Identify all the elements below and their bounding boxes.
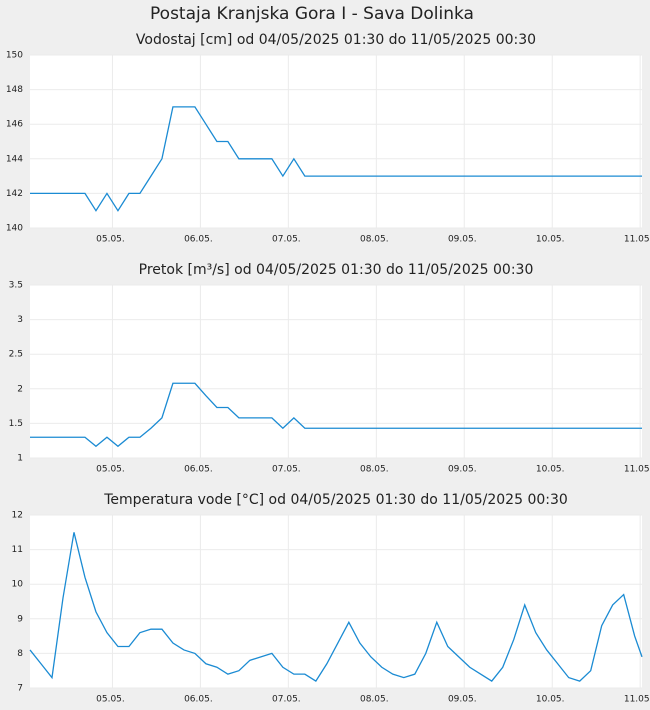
x-tick-label: 07.05. [272, 465, 301, 475]
chart-title: Vodostaj [cm] od 04/05/2025 01:30 do 11/… [136, 32, 536, 48]
y-tick-label: 150 [6, 51, 23, 61]
y-tick-label: 12 [12, 511, 23, 521]
x-tick-label: 11.05. [624, 465, 650, 475]
plot-area [30, 285, 642, 458]
y-tick-label: 146 [6, 120, 23, 130]
y-tick-label: 3 [17, 315, 23, 325]
x-tick-label: 06.05. [184, 695, 213, 705]
x-tick-label: 10.05. [536, 465, 565, 475]
x-tick-label: 07.05. [272, 695, 301, 705]
y-tick-label: 11 [12, 545, 23, 555]
x-tick-label: 07.05. [272, 235, 301, 245]
y-tick-label: 2.5 [9, 350, 23, 360]
x-tick-label: 10.05. [536, 695, 565, 705]
data-line [30, 382, 642, 448]
plot-area [30, 55, 642, 228]
y-tick-label: 7 [17, 684, 23, 694]
y-tick-label: 9 [17, 614, 23, 624]
data-line [30, 106, 642, 212]
y-tick-label: 3.5 [9, 281, 23, 291]
page-title: Postaja Kranjska Gora I - Sava Dolinka [150, 4, 474, 24]
x-tick-label: 09.05. [448, 465, 477, 475]
y-tick-label: 148 [6, 85, 23, 95]
y-tick-label: 1 [17, 454, 23, 464]
y-tick-label: 142 [6, 189, 23, 199]
x-tick-label: 05.05. [96, 465, 125, 475]
y-tick-label: 144 [6, 154, 23, 164]
x-tick-label: 10.05. [536, 235, 565, 245]
y-tick-label: 140 [6, 224, 23, 234]
y-tick-label: 10 [12, 580, 24, 590]
x-tick-label: 08.05. [360, 235, 389, 245]
x-tick-label: 05.05. [96, 695, 125, 705]
x-tick-label: 11.05. [624, 695, 650, 705]
y-tick-label: 2 [17, 384, 23, 394]
plot-area [30, 515, 642, 688]
data-line [29, 532, 643, 682]
x-tick-label: 11.05. [624, 235, 650, 245]
x-tick-label: 09.05. [448, 695, 477, 705]
x-tick-label: 09.05. [448, 235, 477, 245]
x-tick-label: 08.05. [360, 695, 389, 705]
y-tick-label: 8 [17, 649, 23, 659]
chart-title: Temperatura vode [°C] od 04/05/2025 01:3… [103, 492, 568, 508]
y-tick-label: 1.5 [9, 419, 23, 429]
x-tick-label: 06.05. [184, 465, 213, 475]
x-tick-label: 08.05. [360, 465, 389, 475]
x-tick-label: 06.05. [184, 235, 213, 245]
x-tick-label: 05.05. [96, 235, 125, 245]
chart-title: Pretok [m³/s] od 04/05/2025 01:30 do 11/… [139, 262, 534, 278]
